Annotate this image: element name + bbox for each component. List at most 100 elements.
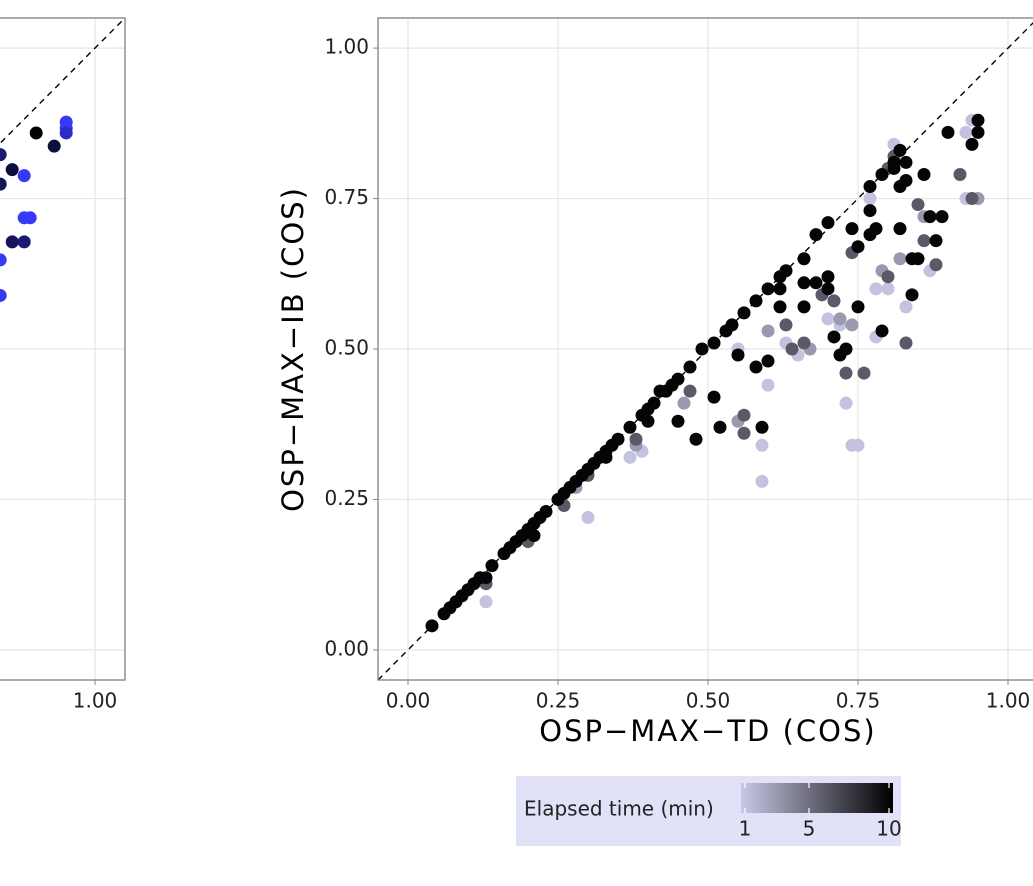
point (527, 529, 541, 543)
point (971, 125, 985, 139)
point (17, 235, 31, 249)
point (965, 192, 979, 206)
point (797, 276, 811, 290)
y-tick-label: 0.50 (324, 336, 369, 360)
point (851, 240, 865, 254)
point (935, 210, 949, 224)
point (737, 408, 751, 422)
point (881, 270, 895, 284)
point (899, 173, 913, 187)
point (905, 288, 919, 302)
point (623, 450, 637, 464)
point (929, 234, 943, 248)
point (893, 143, 907, 157)
point (0, 177, 7, 191)
point (827, 294, 841, 308)
point (899, 300, 913, 314)
point (755, 420, 769, 434)
point (641, 414, 655, 428)
point (809, 228, 823, 242)
point (845, 222, 859, 236)
point (797, 252, 811, 266)
point (47, 139, 61, 153)
point (797, 300, 811, 314)
point (629, 432, 643, 446)
point (485, 559, 499, 573)
point (833, 312, 847, 326)
x-tick-label: 1.00 (986, 689, 1031, 713)
point (647, 396, 661, 410)
colorbar-label: 5 (803, 817, 816, 841)
point (761, 354, 775, 368)
point (17, 169, 31, 183)
y-axis-title: OSP−MAX−IB (COS) (276, 186, 310, 512)
point (761, 282, 775, 296)
point (893, 252, 907, 266)
point (887, 161, 901, 175)
point (737, 426, 751, 440)
plot-area (0, 18, 125, 680)
point (725, 318, 739, 332)
point (899, 336, 913, 350)
colorbar-label: 10 (876, 817, 901, 841)
point (869, 282, 883, 296)
y-tick-label: 0.25 (324, 486, 369, 510)
point (875, 167, 889, 181)
plot-border (0, 17, 126, 681)
point (797, 336, 811, 350)
point (671, 372, 685, 386)
point (863, 204, 877, 218)
point (653, 384, 667, 398)
point (671, 414, 685, 428)
point (971, 113, 985, 127)
point (869, 222, 883, 236)
point (599, 450, 613, 464)
point (425, 619, 439, 633)
point (749, 360, 763, 374)
point (713, 420, 727, 434)
point (755, 474, 769, 488)
plot-border (377, 17, 1033, 681)
point (953, 167, 967, 181)
point (611, 432, 625, 446)
point (5, 163, 19, 177)
point (881, 282, 895, 296)
point (23, 211, 37, 225)
point (737, 306, 751, 320)
point (863, 180, 877, 194)
y-tick-label: 0.00 (324, 636, 369, 660)
point (839, 342, 853, 356)
point (899, 155, 913, 169)
point (839, 396, 853, 410)
point (479, 571, 493, 585)
point (959, 125, 973, 139)
point (779, 264, 793, 278)
point (965, 137, 979, 151)
point (755, 438, 769, 452)
point (29, 126, 43, 140)
x-tick-label: 0.00 (386, 689, 431, 713)
point (0, 253, 7, 267)
x-tick-label: 1.00 (73, 689, 118, 713)
point (875, 324, 889, 338)
x-tick-label: 0.25 (536, 689, 581, 713)
point (749, 294, 763, 308)
point (917, 167, 931, 181)
point (731, 348, 745, 362)
point (929, 258, 943, 272)
point (5, 235, 19, 249)
y-tick-label: 0.75 (324, 185, 369, 209)
point (809, 276, 823, 290)
point (893, 222, 907, 236)
x-tick-label: 0.50 (686, 689, 731, 713)
point (479, 595, 493, 609)
point (707, 336, 721, 350)
point (857, 366, 871, 380)
point (0, 288, 7, 302)
point (863, 192, 877, 206)
point (785, 342, 799, 356)
point (623, 420, 637, 434)
point (779, 318, 793, 332)
